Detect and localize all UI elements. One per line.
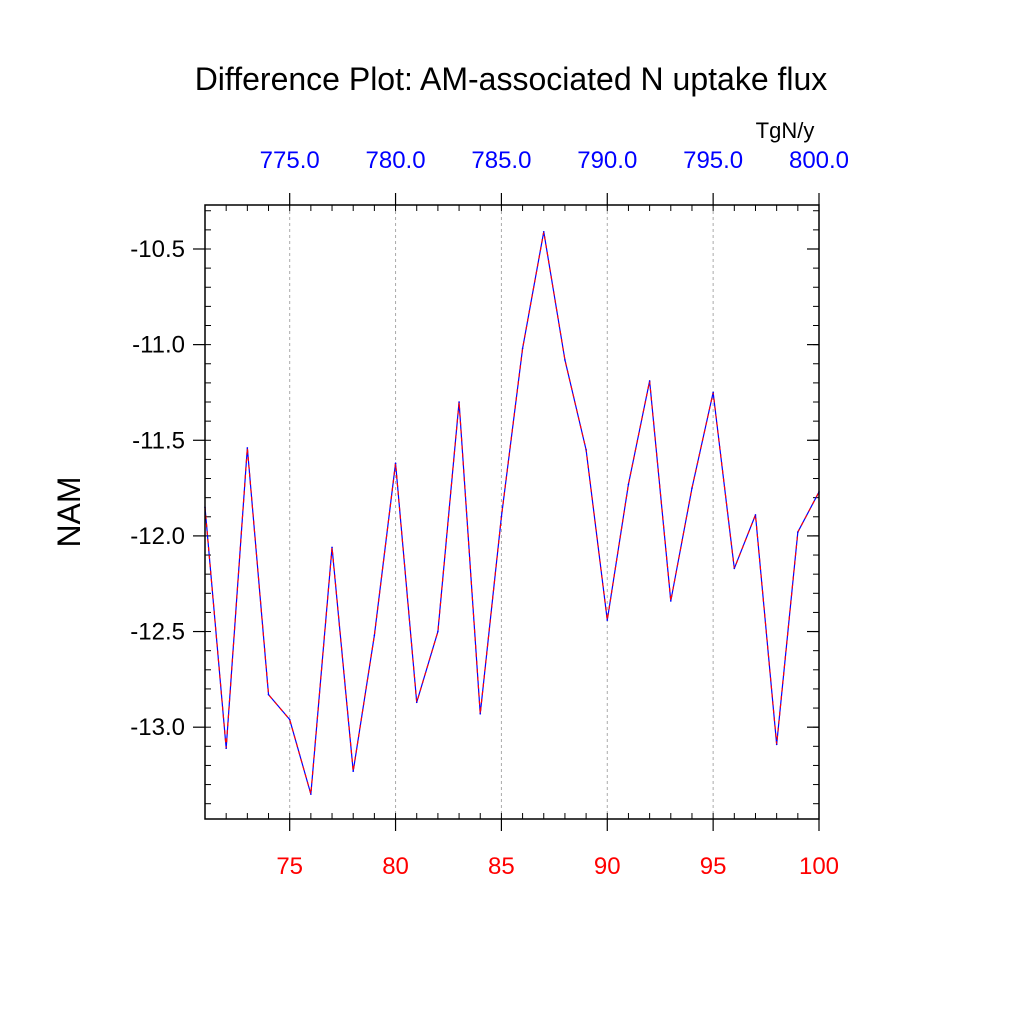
data-point: [310, 793, 312, 795]
data-point: [373, 634, 376, 637]
data-point: [458, 401, 460, 403]
data-point: [797, 531, 799, 533]
tick-labels: 75 80 85 90 95 100 775.0 780.0 785.0 790.0 795.0 80…: [130, 147, 849, 880]
units-label: TgN/y: [756, 118, 815, 143]
series-line-dashed: [204, 231, 820, 795]
data-point: [733, 567, 736, 570]
x-tick-label: 90: [594, 853, 621, 880]
y-tick-label: -11.5: [132, 427, 185, 454]
data-point: [415, 701, 418, 704]
data-point: [542, 230, 545, 233]
top-x-tick-label: 785.0: [471, 147, 531, 174]
data-point: [521, 347, 524, 350]
y-tick-label: -10.5: [130, 236, 185, 263]
data-point: [352, 770, 355, 772]
x-tick-label: 85: [488, 853, 515, 880]
y-axis-label: NAM: [51, 476, 87, 547]
y-tick-label: -11.0: [132, 332, 185, 359]
x-tick-label: 95: [700, 853, 727, 880]
x-tick-label: 100: [799, 853, 839, 880]
tick-marks: [193, 193, 820, 831]
x-tick-label: 75: [276, 853, 303, 880]
top-x-tick-label: 800.0: [789, 147, 849, 174]
data-point: [627, 483, 630, 486]
data-point: [648, 380, 651, 382]
data-point: [479, 712, 482, 715]
data-point: [267, 693, 270, 696]
data-point: [712, 391, 714, 394]
y-tick-label: -13.0: [130, 714, 185, 741]
y-tick-label: -12.0: [130, 523, 185, 550]
data-point: [564, 359, 566, 361]
plot-frame: [204, 204, 820, 820]
data-point: [606, 619, 609, 621]
data-point: [225, 747, 227, 750]
data-series: [204, 230, 820, 795]
data-point: [331, 546, 333, 549]
series-line: [204, 231, 820, 795]
top-x-tick-label: 795.0: [683, 147, 743, 174]
y-tick-label: -12.5: [130, 619, 185, 646]
data-point: [691, 487, 693, 489]
data-point: [754, 514, 757, 516]
top-x-tick-label: 790.0: [577, 147, 637, 174]
top-x-tick-label: 780.0: [366, 147, 426, 174]
data-point: [500, 515, 503, 518]
x-tick-label: 80: [382, 853, 409, 880]
data-point: [246, 447, 249, 449]
data-point: [669, 600, 672, 602]
data-point: [394, 462, 397, 465]
chart-title: Difference Plot: AM-associated N uptake …: [195, 61, 828, 97]
top-x-tick-label: 775.0: [260, 147, 320, 174]
data-point: [585, 449, 587, 451]
data-point: [775, 743, 778, 746]
data-point: [288, 718, 291, 721]
data-point: [437, 630, 439, 633]
